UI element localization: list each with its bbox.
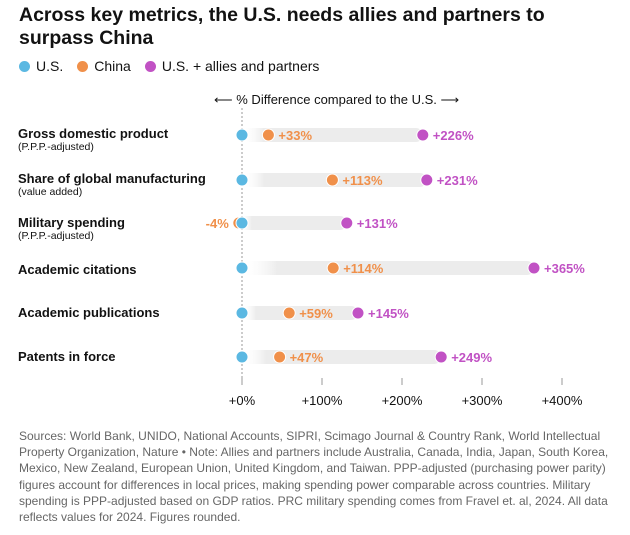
china-value-label: +47%	[290, 350, 324, 365]
us-point	[235, 350, 249, 364]
row-label-main: Gross domestic product	[18, 126, 169, 141]
row-label-patents: Patents in force	[18, 349, 218, 364]
row-label-main: Military spending	[18, 215, 125, 230]
china-point	[325, 173, 339, 187]
x-tick-label: +200%	[382, 393, 423, 408]
row-label-main: Share of global manufacturing	[18, 171, 206, 186]
source-note: Sources: World Bank, UNIDO, National Acc…	[19, 429, 609, 525]
allies-value-label: +226%	[433, 128, 474, 143]
legend: U.S. China U.S. + allies and partners	[19, 56, 333, 76]
china-value-label: +113%	[342, 173, 383, 188]
china-point	[326, 261, 340, 275]
us-point	[235, 261, 249, 275]
allies-point	[416, 128, 430, 142]
legend-label-us: U.S.	[36, 58, 64, 74]
china-value-label: +33%	[278, 128, 312, 143]
allies-point	[527, 261, 541, 275]
row-label-sub: (P.P.P.-adjusted)	[18, 230, 94, 242]
china-point	[273, 350, 287, 364]
row-label-gdp: Gross domestic product (P.P.P.-adjusted)	[18, 126, 218, 153]
axis-caption: ⟵ % Difference compared to the U.S. ⟶	[214, 92, 459, 108]
x-tick-label: +0%	[229, 393, 256, 408]
row-label-main: Academic citations	[18, 262, 137, 277]
allies-value-label: +131%	[357, 216, 398, 231]
row-label-citations: Academic citations	[18, 262, 218, 277]
china-value-label: +114%	[343, 261, 384, 276]
china-point	[261, 128, 275, 142]
range-bar	[242, 350, 442, 364]
legend-swatch-china	[77, 60, 89, 72]
arrow-left-icon: ⟵	[214, 92, 233, 107]
allies-point	[351, 306, 365, 320]
row-label-sub: (P.P.P.-adjusted)	[18, 141, 94, 153]
allies-point	[340, 216, 354, 230]
allies-value-label: +231%	[437, 173, 478, 188]
row-label-main: Academic publications	[18, 305, 160, 320]
china-point	[282, 306, 296, 320]
legend-item-us: U.S.	[19, 58, 63, 74]
legend-label-allies: U.S. + allies and partners	[161, 58, 320, 74]
row-label-main: Patents in force	[18, 349, 116, 364]
row-label-publications: Academic publications	[18, 305, 218, 320]
x-tick-label: +100%	[302, 393, 343, 408]
china-value-label: +59%	[299, 306, 333, 321]
allies-value-label: +145%	[368, 306, 409, 321]
arrow-right-icon: ⟶	[440, 92, 460, 107]
dot-plot: +0% +100% +200% +300% +400% +33% +226% +113% +23…	[206, 108, 585, 408]
allies-point	[420, 173, 434, 187]
legend-label-china: China	[94, 58, 131, 74]
row-label-manufacturing: Share of global manufacturing (value add…	[18, 171, 218, 198]
range-bar	[242, 261, 534, 275]
chart-title: Across key metrics, the U.S. needs allie…	[19, 4, 545, 49]
us-point	[235, 128, 249, 142]
us-point	[235, 173, 249, 187]
allies-point	[434, 350, 448, 364]
legend-swatch-allies	[144, 60, 156, 72]
range-bar	[242, 306, 358, 320]
x-tick-label: +400%	[542, 393, 583, 408]
range-bar	[238, 216, 347, 230]
allies-value-label: +249%	[451, 350, 492, 365]
us-point	[235, 216, 249, 230]
legend-item-allies: U.S. + allies and partners	[144, 58, 320, 74]
legend-item-china: China	[77, 58, 131, 74]
row-label-military: Military spending (P.P.P.-adjusted)	[18, 215, 218, 242]
x-tick-label: +300%	[462, 393, 503, 408]
legend-swatch-us	[19, 60, 30, 72]
axis-caption-text: % Difference compared to the U.S.	[236, 92, 437, 107]
allies-value-label: +365%	[544, 261, 585, 276]
us-point	[235, 306, 249, 320]
range-bar	[242, 128, 423, 142]
row-label-sub: (value added)	[18, 186, 83, 198]
china-value-label: -4%	[206, 216, 230, 231]
